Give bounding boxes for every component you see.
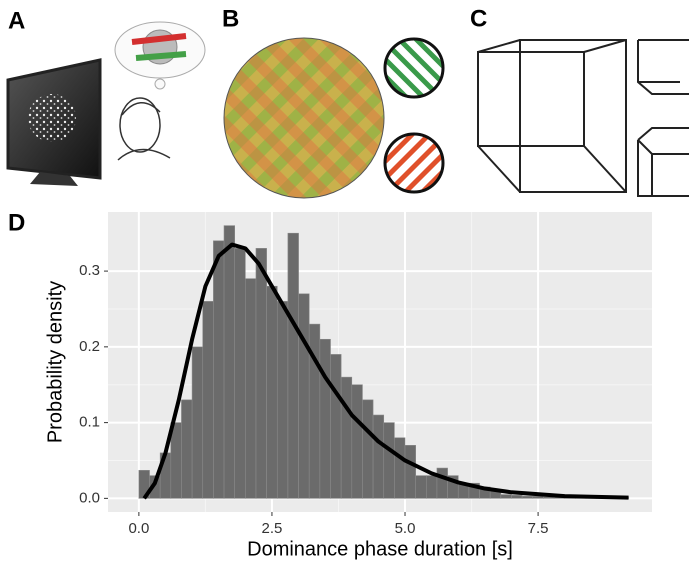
histogram-bar xyxy=(436,467,448,499)
histogram-bar xyxy=(426,475,438,499)
panel-c-illustration xyxy=(477,39,689,197)
histogram-bar xyxy=(372,414,385,499)
histogram-bar xyxy=(276,301,289,499)
histogram-bar xyxy=(202,301,214,499)
histogram-bar xyxy=(394,437,406,499)
histogram-bar xyxy=(340,376,353,499)
histogram-bar xyxy=(266,285,278,499)
histogram-bar xyxy=(298,293,310,499)
histogram-bar xyxy=(223,225,235,499)
y-tick-label: 0.0 xyxy=(79,489,100,506)
x-tick-label: 5.0 xyxy=(395,520,416,537)
histogram-bar xyxy=(383,422,395,499)
histogram-bar xyxy=(170,422,182,499)
panel-label: A xyxy=(8,7,25,34)
panel-label: C xyxy=(470,5,487,32)
histogram-bar xyxy=(191,346,204,499)
x-tick-label: 7.5 xyxy=(528,520,549,537)
histogram-bar xyxy=(287,232,299,499)
histogram-bar xyxy=(415,475,427,499)
histogram-bar xyxy=(234,248,246,499)
histogram-bar xyxy=(511,495,523,499)
histogram-panel: 0.0 2.5 5.0 7.5 0.0 0.1 0.2 0.3 Dominance phase … xyxy=(44,212,652,560)
histogram-bar xyxy=(351,384,363,499)
panel-label: D xyxy=(8,209,25,236)
histogram-bar xyxy=(245,278,257,499)
panel-label: B xyxy=(222,5,239,32)
histogram-bar xyxy=(521,495,534,499)
y-tick-label: 0.3 xyxy=(79,262,100,279)
histogram-bar xyxy=(255,248,267,499)
panel-b-illustration xyxy=(223,37,445,199)
histogram-bar xyxy=(213,240,225,499)
y-tick-label: 0.2 xyxy=(79,338,100,355)
histogram-bar xyxy=(319,338,331,499)
y-axis-title: Probability density xyxy=(44,281,66,443)
histogram-bar xyxy=(181,399,193,499)
histogram-bar xyxy=(330,354,342,499)
histogram-bar xyxy=(500,494,512,499)
x-axis-title: Dominance phase duration [s] xyxy=(247,538,513,560)
x-tick-label: 0.0 xyxy=(128,520,149,537)
histogram-bar xyxy=(404,445,416,499)
panel-a-illustration xyxy=(6,21,206,186)
x-tick-label: 2.5 xyxy=(262,520,283,537)
density-curve xyxy=(142,242,629,500)
histogram-bar xyxy=(362,399,374,499)
y-tick-label: 0.1 xyxy=(79,414,100,431)
